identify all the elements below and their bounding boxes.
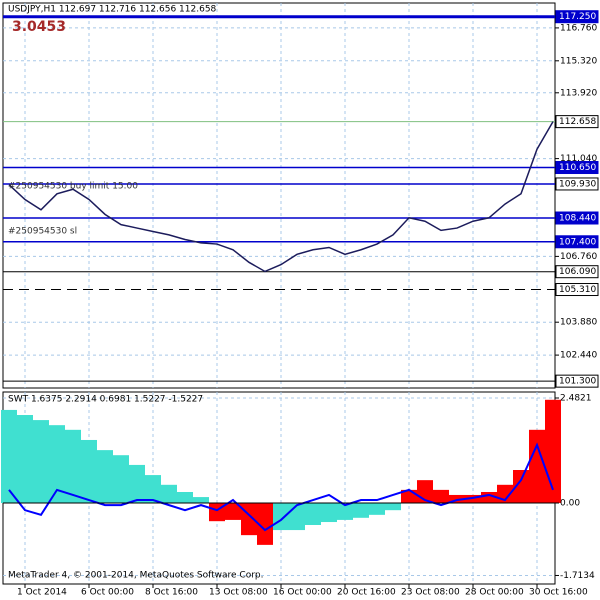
histogram-bar: [273, 502, 289, 531]
histogram-bar: [161, 484, 177, 503]
x-tick-label: 23 Oct 08:00: [401, 588, 460, 598]
histogram-bar: [225, 502, 241, 520]
histogram-bar: [513, 470, 529, 503]
histogram-bar: [289, 502, 305, 531]
level-label-box: [555, 265, 599, 279]
y-tick-label: 106.760: [560, 252, 597, 262]
y-tick-label: 115.320: [560, 56, 597, 66]
x-tick-label: 8 Oct 16:00: [145, 588, 198, 598]
level-label-box: [555, 283, 599, 297]
histogram-bar: [65, 429, 81, 503]
level-label: 112.658: [559, 117, 596, 127]
level-label: 109.930: [559, 179, 596, 189]
histogram-bar: [49, 425, 65, 503]
y-tick-label: 111.040: [560, 154, 597, 164]
histogram-bar: [337, 502, 353, 520]
y-tick-label: 103.880: [560, 318, 597, 328]
histogram-bar: [145, 475, 161, 503]
histogram-bar: [17, 415, 33, 503]
x-tick-label: 30 Oct 16:00: [529, 588, 588, 598]
histogram-bar: [449, 494, 465, 503]
y-tick-label: 116.760: [560, 23, 597, 33]
y-tick-label: 0.00: [560, 498, 580, 508]
histogram-bar: [193, 497, 209, 503]
indicator-title: SWT 1.6375 2.2914 0.6981 1.5227 -1.5227: [8, 395, 203, 405]
level-label-box: [555, 115, 599, 129]
histogram-bar: [385, 502, 401, 511]
marks-layer: [1, 15, 561, 545]
level-label: 106.090: [559, 267, 596, 277]
level-label-box: [555, 374, 599, 388]
histogram-bar: [1, 409, 17, 503]
histogram-bar: [81, 439, 97, 503]
y-tick-label: 2.4821: [560, 394, 592, 404]
histogram-bar: [481, 491, 497, 503]
histogram-bar: [177, 491, 193, 503]
x-tick-label: 20 Oct 16:00: [337, 588, 396, 598]
histogram-bar: [321, 502, 337, 523]
histogram-bar: [113, 455, 129, 503]
x-tick-label: 1 Oct 2014: [17, 588, 67, 598]
order-annotation: #250954530 buy limit 15.00: [8, 182, 138, 192]
spread-value: 3.0453: [12, 19, 66, 35]
x-tick-label: 28 Oct 00:00: [465, 588, 524, 598]
histogram-bar: [129, 464, 145, 503]
level-label-box: [555, 211, 599, 225]
histogram-bar: [353, 502, 369, 518]
level-label: 117.250: [559, 12, 596, 22]
level-label: 108.440: [559, 214, 596, 224]
level-label-box: [555, 235, 599, 249]
level-label: 105.310: [559, 285, 596, 295]
symbol-header: USDJPY,H1 112.697 112.716 112.656 112.65…: [8, 5, 217, 15]
order-annotation: #250954530 sl: [8, 227, 77, 237]
price-line: [8, 121, 554, 273]
y-tick-label: 113.920: [560, 88, 597, 98]
main-panel: [2, 2, 556, 389]
level-label: 107.400: [559, 237, 596, 247]
histogram-bar: [369, 502, 385, 515]
x-tick-label: 13 Oct 08:00: [209, 588, 268, 598]
y-tick-label: 102.440: [560, 351, 597, 361]
histogram-bar: [305, 502, 321, 525]
histogram-bar: [257, 502, 273, 545]
level-label-box: [555, 161, 599, 175]
histogram-bar: [529, 429, 545, 503]
histogram-bar: [465, 494, 481, 503]
level-label-box: [555, 177, 599, 191]
y-tick-label: -1.7134: [560, 571, 595, 581]
level-label-box: [555, 10, 599, 24]
level-label: 101.300: [559, 377, 596, 387]
x-tick-label: 16 Oct 00:00: [273, 588, 332, 598]
x-tick-label: 6 Oct 00:00: [81, 588, 134, 598]
footer: MetaTrader 4, © 2001-2014, MetaQuotes So…: [8, 571, 264, 581]
histogram-bar: [97, 450, 113, 503]
histogram-bar: [33, 420, 49, 503]
histogram-bar: [433, 489, 449, 503]
level-label: 110.650: [559, 163, 596, 173]
